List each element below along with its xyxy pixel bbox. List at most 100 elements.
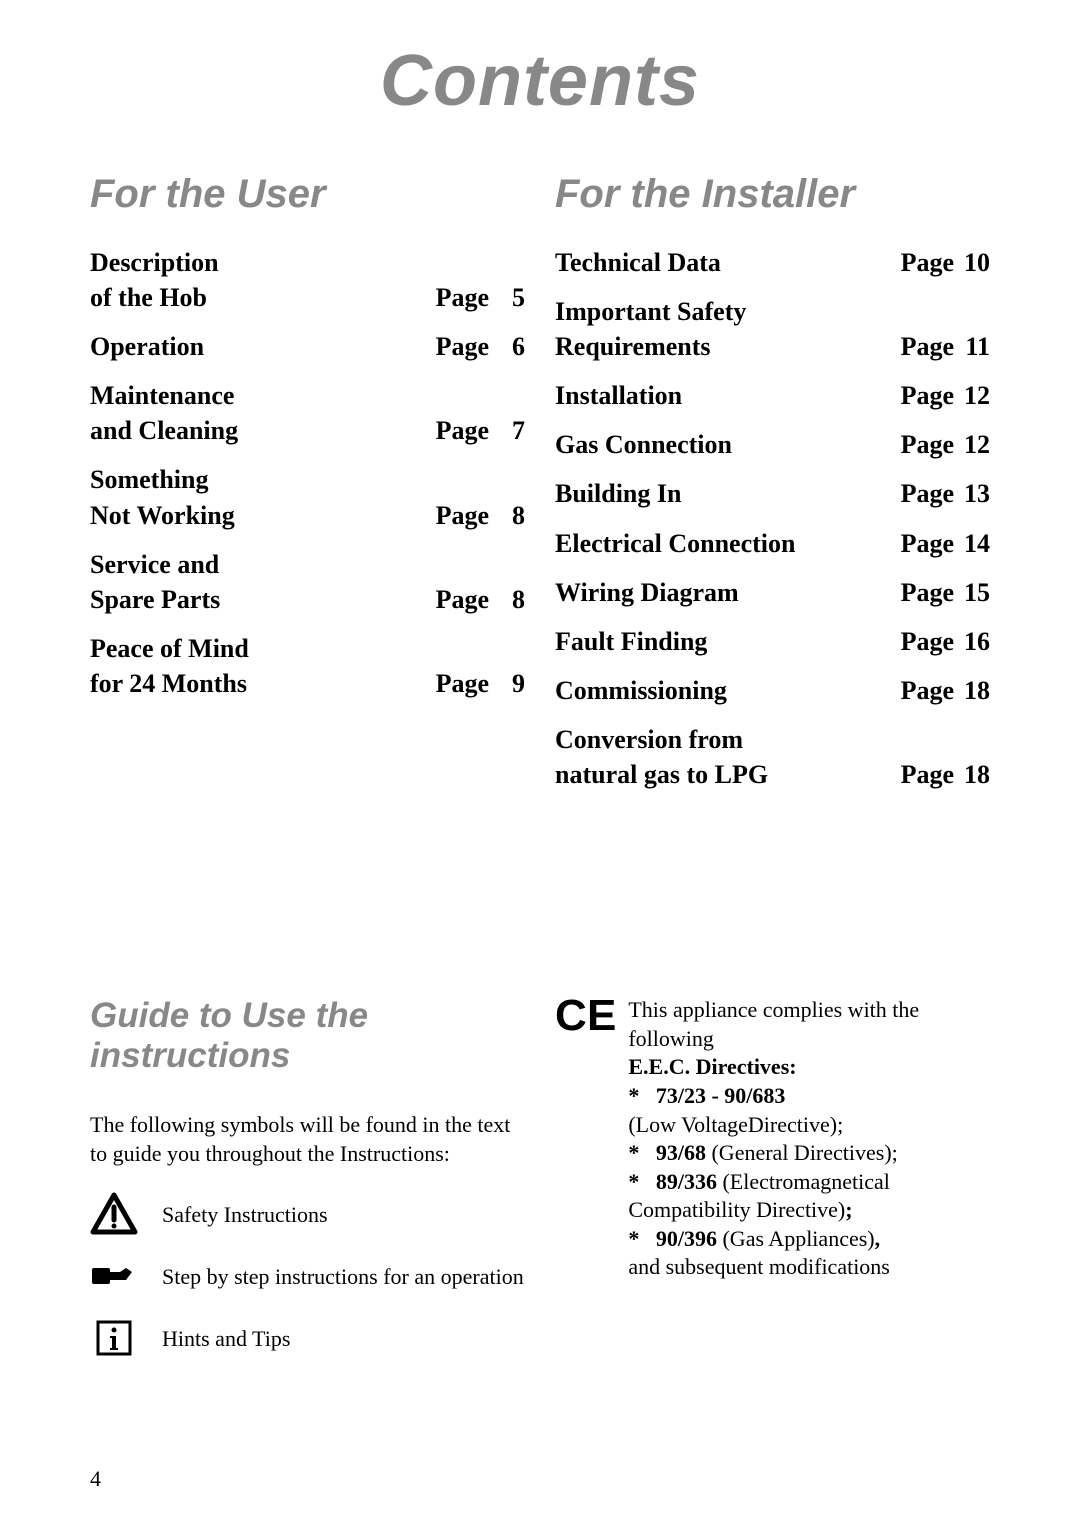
guide-item: Step by step instructions for an operati…: [90, 1254, 525, 1298]
toc-entry: Installation Page 12: [555, 378, 990, 413]
toc-entry: Fault Finding Page 16: [555, 624, 990, 659]
toc-page-label: Page: [418, 666, 489, 701]
toc-page-number: 9: [489, 666, 525, 701]
guide-heading: Guide to Use the instructions: [90, 996, 525, 1076]
toc-page-label: Page: [418, 498, 489, 533]
toc-entry: Electrical Connection Page 14: [555, 526, 990, 561]
compliance-block: C E This appliance complies with the fol…: [555, 996, 990, 1282]
toc-title: Important SafetyRequirements: [555, 294, 883, 364]
page-title: Contents: [90, 40, 990, 122]
compliance-item: * 93/68: [628, 1140, 706, 1165]
toc-page-number: 15: [954, 575, 990, 610]
toc-page-number: 7: [489, 413, 525, 448]
contents-columns: For the User Descriptionof the Hob Page …: [90, 172, 990, 806]
compliance-suffix: ;: [845, 1197, 852, 1222]
compliance-item: * 89/336: [628, 1169, 717, 1194]
toc-page-label: Page: [418, 329, 489, 364]
toc-title: Technical Data: [555, 245, 883, 280]
toc-title: Fault Finding: [555, 624, 883, 659]
toc-page-label: Page: [883, 476, 954, 511]
toc-page-label: Page: [883, 673, 954, 708]
toc-entry: Service andSpare Parts Page 8: [90, 547, 525, 617]
toc-page-label: Page: [883, 245, 954, 280]
toc-entry: Gas Connection Page 12: [555, 427, 990, 462]
warning-icon: [90, 1192, 138, 1236]
compliance-item: * 73/23 - 90/683: [628, 1083, 785, 1108]
toc-entry: SomethingNot Working Page 8: [90, 462, 525, 532]
toc-title: Maintenanceand Cleaning: [90, 378, 418, 448]
installer-column: For the Installer Technical Data Page 10…: [555, 172, 990, 806]
toc-entry: Wiring Diagram Page 15: [555, 575, 990, 610]
toc-entry: Operation Page 6: [90, 329, 525, 364]
compliance-label: (General Directives);: [711, 1140, 897, 1165]
compliance-item: * 90/396: [628, 1226, 717, 1251]
guide-left-column: Guide to Use the instructions The follow…: [90, 996, 525, 1378]
toc-entry: Building In Page 13: [555, 476, 990, 511]
guide-section: Guide to Use the instructions The follow…: [90, 996, 990, 1378]
toc-page-number: 10: [954, 245, 990, 280]
toc-page-number: 11: [954, 329, 990, 364]
toc-entry: Technical Data Page 10: [555, 245, 990, 280]
toc-page-number: 16: [954, 624, 990, 659]
toc-title: Peace of Mindfor 24 Months: [90, 631, 418, 701]
toc-title: Operation: [90, 329, 418, 364]
toc-page-number: 13: [954, 476, 990, 511]
toc-page-label: Page: [883, 378, 954, 413]
toc-page-label: Page: [418, 413, 489, 448]
compliance-intro: This appliance complies with the followi…: [628, 997, 919, 1051]
guide-item: Hints and Tips: [90, 1316, 525, 1360]
guide-item-text: Hints and Tips: [162, 1326, 290, 1351]
page-number: 4: [90, 1466, 101, 1492]
toc-entry: Important SafetyRequirements Page 11: [555, 294, 990, 364]
toc-page-label: Page: [883, 624, 954, 659]
toc-page-number: 18: [954, 673, 990, 708]
toc-page-number: 5: [489, 280, 525, 315]
toc-entry: Maintenanceand Cleaning Page 7: [90, 378, 525, 448]
ce-mark-icon: C E: [555, 996, 610, 1282]
compliance-suffix: ,: [875, 1226, 881, 1251]
compliance-label: (Low VoltageDirective);: [628, 1112, 843, 1137]
section-heading-installer: For the Installer: [555, 172, 990, 217]
compliance-label-cont: Compatibility Directive): [628, 1197, 845, 1222]
toc-entry: Conversion fromnatural gas to LPG Page 1…: [555, 722, 990, 792]
toc-page-label: Page: [883, 427, 954, 462]
toc-page-number: 12: [954, 427, 990, 462]
toc-page-number: 6: [489, 329, 525, 364]
compliance-footer: and subsequent modifications: [628, 1254, 890, 1279]
guide-item-text: Step by step instructions for an operati…: [162, 1264, 524, 1289]
toc-title: Electrical Connection: [555, 526, 883, 561]
toc-title: Building In: [555, 476, 883, 511]
toc-title: Service andSpare Parts: [90, 547, 418, 617]
toc-page-number: 12: [954, 378, 990, 413]
toc-title: Wiring Diagram: [555, 575, 883, 610]
toc-title: Descriptionof the Hob: [90, 245, 418, 315]
toc-title: Conversion fromnatural gas to LPG: [555, 722, 883, 792]
toc-entry: Peace of Mindfor 24 Months Page 9: [90, 631, 525, 701]
toc-page-label: Page: [418, 280, 489, 315]
guide-item-text: Safety Instructions: [162, 1202, 328, 1227]
section-heading-user: For the User: [90, 172, 525, 217]
toc-page-label: Page: [418, 582, 489, 617]
toc-page-label: Page: [883, 526, 954, 561]
toc-page-label: Page: [883, 757, 954, 792]
toc-page-number: 14: [954, 526, 990, 561]
toc-page-number: 8: [489, 498, 525, 533]
compliance-label: (Gas Appliances): [722, 1226, 874, 1251]
toc-page-number: 18: [954, 757, 990, 792]
guide-intro: The following symbols will be found in t…: [90, 1111, 525, 1168]
toc-title: Installation: [555, 378, 883, 413]
toc-title: SomethingNot Working: [90, 462, 418, 532]
compliance-heading: E.E.C. Directives:: [628, 1054, 796, 1079]
compliance-column: C E This appliance complies with the fol…: [555, 996, 990, 1378]
compliance-text: This appliance complies with the followi…: [628, 996, 990, 1282]
guide-item: Safety Instructions: [90, 1192, 525, 1236]
toc-page-label: Page: [883, 575, 954, 610]
user-column: For the User Descriptionof the Hob Page …: [90, 172, 525, 806]
toc-page-number: 8: [489, 582, 525, 617]
compliance-label: (Electromagnetical: [722, 1169, 889, 1194]
hand-icon: [90, 1254, 138, 1298]
toc-title: Commissioning: [555, 673, 883, 708]
toc-page-label: Page: [883, 329, 954, 364]
info-icon: [90, 1316, 138, 1360]
toc-entry: Commissioning Page 18: [555, 673, 990, 708]
